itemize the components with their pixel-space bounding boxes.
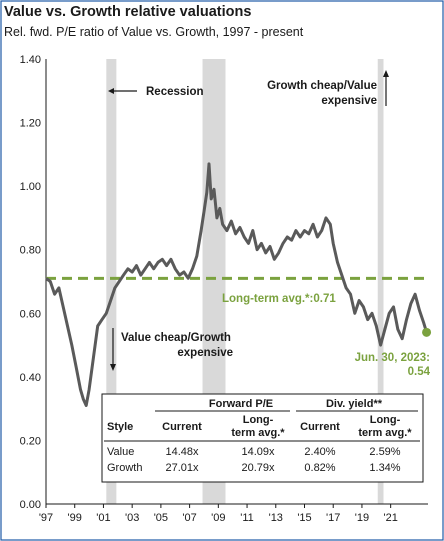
- table-row-growth-dy-avg: 1.34%: [369, 462, 400, 474]
- table-row-growth-pe-current: 27.01x: [165, 462, 199, 474]
- table-col-dy-avg-2: term avg.*: [358, 427, 412, 439]
- growth-cheap-annotation: Growth cheap/Value expensive: [267, 70, 389, 107]
- recession-band-0: [106, 59, 117, 504]
- x-tick-label: '99: [68, 512, 82, 524]
- recession-label: Recession: [146, 86, 204, 98]
- x-tick-label: '05: [154, 512, 168, 524]
- table-row-value-dy-avg: 2.59%: [369, 446, 400, 458]
- y-axis: 0.00 0.20 0.40 0.60 0.80 1.00 1.20 1.40: [20, 54, 47, 511]
- y-tick-label: 0.00: [20, 499, 41, 511]
- table-col-dy-avg-1: Long-: [370, 414, 401, 426]
- y-tick-label: 1.00: [20, 181, 41, 193]
- latest-point-marker: [422, 327, 432, 337]
- table-row-growth-pe-avg: 20.79x: [241, 462, 275, 474]
- table-col-pe-avg-1: Long-: [243, 414, 274, 426]
- x-tick-label: '15: [297, 512, 311, 524]
- table-row-value-pe-current: 14.48x: [165, 446, 199, 458]
- table-col-pe-current: Current: [162, 421, 202, 433]
- table-row-growth-dy-current: 0.82%: [304, 462, 335, 474]
- table-row-value-style: Value: [107, 446, 134, 458]
- x-tick-label: '07: [182, 512, 196, 524]
- value-cheap-annotation: Value cheap/Growth expensive: [110, 328, 233, 371]
- y-tick-label: 0.20: [20, 435, 41, 447]
- chart-subtitle: Rel. fwd. P/E ratio of Value vs. Growth,…: [4, 25, 304, 39]
- avg-label: Long-term avg.*:0.71: [222, 293, 336, 305]
- x-tick-label: '97: [39, 512, 53, 524]
- x-tick-label: '09: [211, 512, 225, 524]
- chart-title: Value vs. Growth relative valuations: [4, 4, 252, 20]
- x-axis: '97 '99 '01 '03 '05 '07 '09 '11 '13 '15 '17 '19 '21: [39, 503, 428, 524]
- latest-label-line1: Jun. 30, 2023:: [355, 352, 430, 364]
- y-tick-label: 1.20: [20, 118, 41, 130]
- y-tick-label: 0.80: [20, 245, 41, 257]
- x-tick-label: '03: [125, 512, 139, 524]
- table-row-value-dy-current: 2.40%: [304, 446, 335, 458]
- table-row-growth-style: Growth: [107, 462, 142, 474]
- x-tick-label: '11: [240, 512, 254, 524]
- recession-band-2: [377, 59, 384, 504]
- value-cheap-label-2: expensive: [177, 347, 233, 359]
- recession-annotation: Recession: [108, 86, 204, 98]
- series-line: [45, 162, 429, 407]
- x-tick-label: '21: [383, 512, 397, 524]
- y-tick-label: 0.40: [20, 372, 41, 384]
- table-row-value-pe-avg: 14.09x: [241, 446, 275, 458]
- latest-label-line2: 0.54: [408, 366, 431, 378]
- growth-cheap-label-1: Growth cheap/Value: [267, 80, 377, 92]
- x-tick-label: '17: [326, 512, 340, 524]
- x-tick-label: '13: [269, 512, 283, 524]
- y-tick-label: 0.60: [20, 308, 41, 320]
- growth-cheap-label-2: expensive: [321, 95, 377, 107]
- stats-table: Forward P/E Div. yield** Style Current L…: [101, 393, 424, 483]
- table-group-div-yield: Div. yield**: [326, 398, 383, 410]
- y-tick-label: 1.40: [20, 54, 41, 66]
- x-tick-label: '19: [355, 512, 369, 524]
- table-group-forward-pe: Forward P/E: [209, 398, 273, 410]
- table-col-style: Style: [107, 421, 133, 433]
- value-cheap-label-1: Value cheap/Growth: [121, 332, 231, 344]
- table-col-dy-current: Current: [300, 421, 340, 433]
- x-tick-label: '01: [96, 512, 110, 524]
- table-col-pe-avg-2: term avg.*: [231, 427, 285, 439]
